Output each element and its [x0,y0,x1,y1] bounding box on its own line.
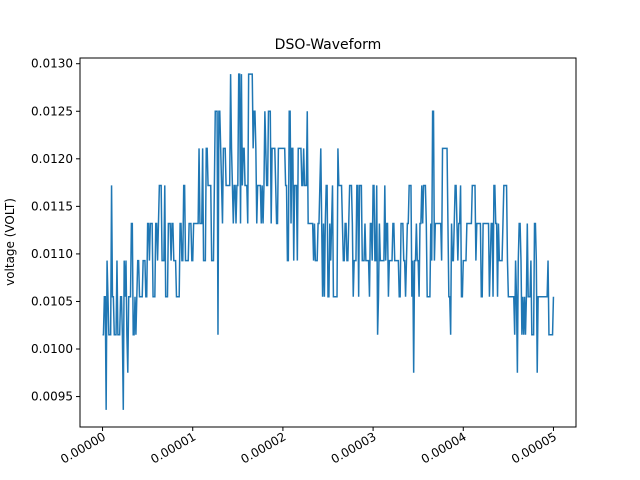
plot-area [102,73,555,410]
y-tick-label: 0.0120 [31,152,73,166]
y-axis: 0.0095 0.0100 0.0105 0.0110 0.0115 0.0120 0.01… [31,57,80,404]
waveform-series-line [102,73,555,410]
y-tick-label: 0.0110 [31,247,73,261]
axes-frame [79,57,577,428]
y-tick-label: 0.0115 [31,199,73,213]
y-axis-label: voltage (VOLT) [3,198,17,286]
y-tick-label: 0.0105 [31,294,73,308]
y-tick-label: 0.0125 [31,104,73,118]
y-tick-label: 0.0095 [31,390,73,404]
chart-title: DSO-Waveform [275,37,382,53]
y-tick-label: 0.0130 [31,57,73,71]
y-tick-label: 0.0100 [31,342,73,356]
